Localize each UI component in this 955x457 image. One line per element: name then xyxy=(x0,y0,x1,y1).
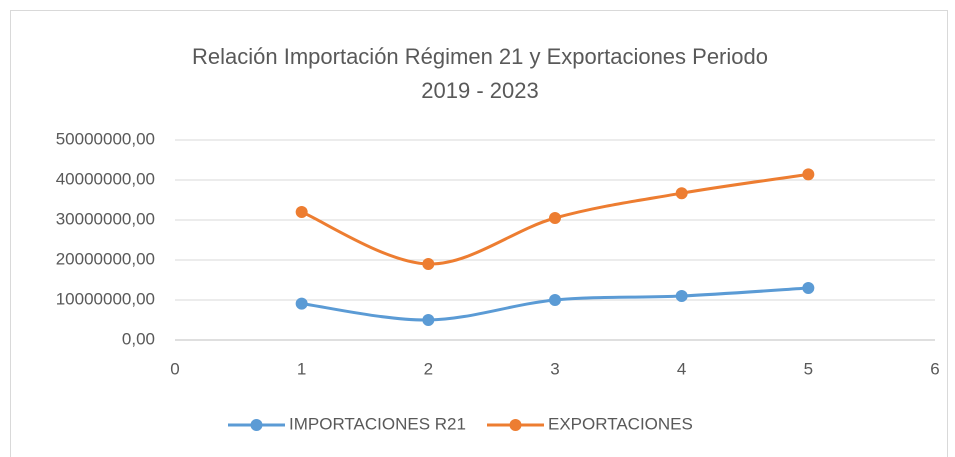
point xyxy=(802,282,815,294)
x-tick-label: 0 xyxy=(170,359,179,378)
point xyxy=(675,187,688,200)
point xyxy=(422,258,435,270)
point xyxy=(295,206,308,218)
point xyxy=(295,297,308,310)
chart-title: Relación Importación Régimen 21 y Export… xyxy=(192,44,768,103)
legend-label: EXPORTACIONES xyxy=(548,414,693,433)
x-tick-label: 6 xyxy=(930,359,939,378)
x-tick-label: 2 xyxy=(424,359,433,378)
x-tick-label: 4 xyxy=(677,359,686,378)
point xyxy=(549,212,561,224)
x-tick-label: 5 xyxy=(804,359,813,378)
y-tick-label: 0,00 xyxy=(122,329,155,348)
x-tick-label: 1 xyxy=(297,359,306,378)
legend-marker xyxy=(509,419,522,431)
legend-marker xyxy=(250,419,263,431)
chart-border xyxy=(10,10,948,457)
y-tick-label: 20000000,00 xyxy=(56,249,155,268)
y-tick-label: 50000000,00 xyxy=(56,129,155,148)
point xyxy=(802,168,815,181)
point xyxy=(675,290,688,302)
y-tick-label: 40000000,00 xyxy=(56,169,155,188)
legend-label: IMPORTACIONES R21 xyxy=(289,414,466,433)
y-tick-label: 10000000,00 xyxy=(56,289,155,308)
y-tick-label: 30000000,00 xyxy=(56,209,155,228)
x-tick-label: 3 xyxy=(550,359,559,378)
point xyxy=(422,314,435,326)
point xyxy=(549,294,561,306)
